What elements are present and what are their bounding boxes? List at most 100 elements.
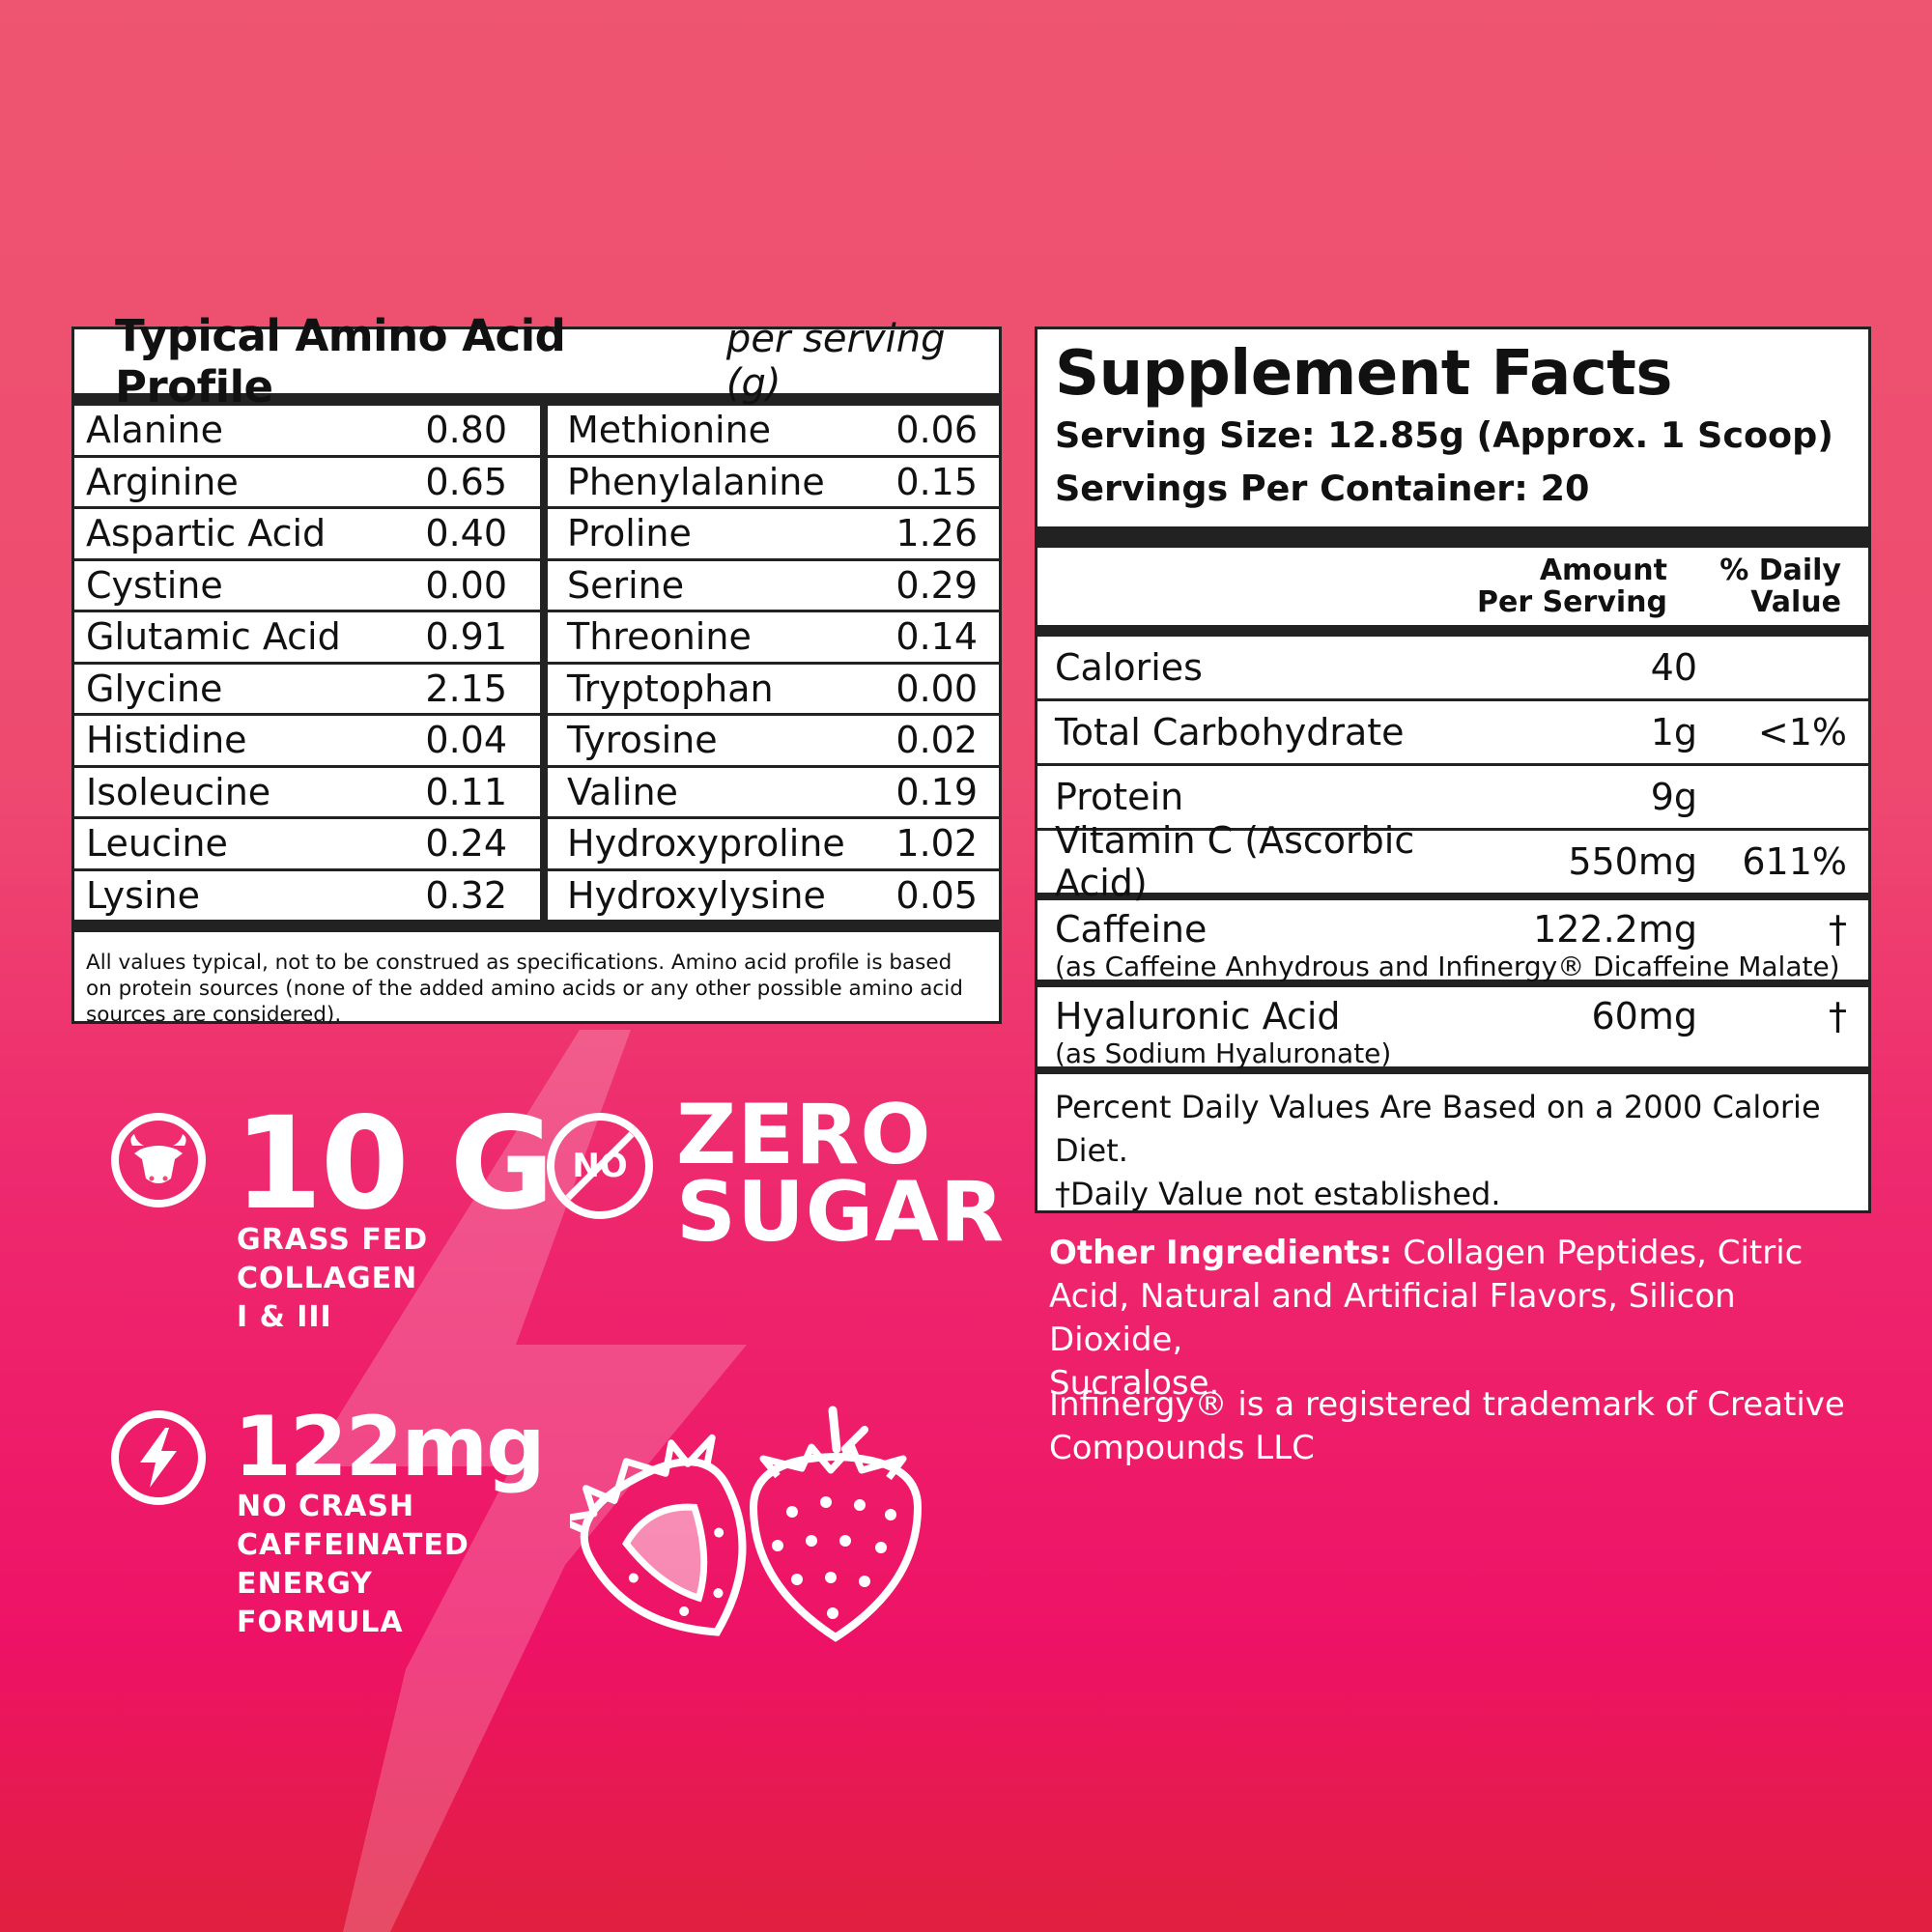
facts-row-vitamin-c: Vitamin C (Ascorbic Acid) 550mg 611% [1037, 819, 1868, 904]
caffeine-caption-line: ENERGY [237, 1567, 373, 1601]
other-ingredients-line: Acid, Natural and Artificial Flavors, Si… [1049, 1277, 1736, 1359]
no-badge: NO [572, 1147, 628, 1185]
amino-value: 0.11 [425, 770, 507, 813]
facts-row-hyaluronic-acid: Hyaluronic Acid 60mg † (as Sodium Hyalur… [1037, 987, 1868, 1074]
amino-subtitle: per serving (g) [725, 317, 946, 406]
amino-acid-profile-table: Typical Amino Acid Profile per serving (… [71, 310, 1002, 1027]
amino-value: 1.02 [895, 822, 978, 866]
amino-name: Isoleucine [86, 770, 271, 813]
amino-value: 0.02 [895, 719, 978, 762]
amino-row: Tryptophan 0.00 [548, 665, 999, 716]
amino-value: 0.91 [425, 615, 507, 659]
daily-value-header-line: % Daily [1719, 554, 1841, 587]
amount-header-line: Per Serving [1477, 585, 1667, 619]
whole-strawberry-icon [749, 1406, 923, 1642]
amino-value: 0.32 [425, 873, 507, 917]
trademark-line: Compounds LLC [1049, 1429, 1315, 1467]
servings-per-container: Servings Per Container: 20 [1055, 468, 1590, 509]
amino-row: Alanine 0.80 [74, 406, 540, 458]
amino-columns: Alanine 0.80 Arginine 0.65 Aspartic Acid 0.… [74, 406, 999, 932]
caffeine-caption-line: FORMULA [237, 1605, 404, 1639]
facts-row-caffeine: Caffeine 122.2mg † (as Caffeine Anhydrou… [1037, 900, 1868, 987]
amino-value: 0.24 [425, 822, 507, 866]
amino-name: Tryptophan [567, 667, 774, 710]
amino-footnote-line: sources are considered). [86, 1003, 342, 1027]
facts-row-calories: Calories 40 [1037, 637, 1868, 701]
amino-title: Typical Amino Acid Profile [115, 310, 566, 412]
trademark-notice: Infinergy® is a registered trademark of … [1049, 1383, 1851, 1470]
daily-value-header: % Daily Value [1687, 554, 1841, 618]
amino-name: Histidine [86, 719, 247, 762]
amino-name: Alanine [86, 409, 223, 452]
amino-row: Aspartic Acid 0.40 [74, 509, 540, 561]
amino-value: 0.29 [895, 563, 978, 607]
other-ingredients: Other Ingredients: Collagen Peptides, Ci… [1049, 1232, 1851, 1406]
amino-row: Hydroxylysine 0.05 [548, 871, 999, 921]
amino-row: Lysine 0.32 [74, 871, 540, 921]
nutrient-daily-value: <1% [1757, 711, 1847, 753]
nutrient-daily-value: 611% [1742, 840, 1847, 883]
nutrient-amount: 550mg [1568, 840, 1697, 883]
amino-value: 2.15 [425, 667, 507, 710]
nutrient-name: Calories [1055, 646, 1203, 689]
facts-row-protein: Protein 9g [1037, 766, 1868, 831]
facts-footnote: Percent Daily Values Are Based on a 2000… [1037, 1074, 1868, 1216]
amino-row: Tyrosine 0.02 [548, 716, 999, 768]
amino-value: 0.19 [895, 770, 978, 813]
amino-row: Cystine 0.00 [74, 561, 540, 612]
amino-title-bar: Typical Amino Acid Profile per serving (… [74, 310, 999, 412]
amino-value: 0.80 [425, 409, 507, 452]
nutrient-amount: 40 [1650, 646, 1697, 689]
amino-row: Histidine 0.04 [74, 716, 540, 768]
amino-row: Serine 0.29 [548, 561, 999, 612]
collagen-amount: 10 G [234, 1090, 554, 1238]
nutrient-amount: 9g [1650, 776, 1697, 818]
facts-row-carbohydrate: Total Carbohydrate 1g <1% [1037, 701, 1868, 766]
other-ingredients-line: Sucralose. [1049, 1364, 1220, 1403]
amino-value: 0.14 [895, 615, 978, 659]
caffeine-amount: 122mg [234, 1399, 546, 1495]
amino-name: Tyrosine [567, 719, 718, 762]
collagen-caption-line: COLLAGEN [237, 1262, 418, 1295]
collagen-caption-line: I & III [237, 1300, 332, 1334]
facts-footnote-line: †Daily Value not established. [1055, 1176, 1501, 1212]
amino-name: Leucine [86, 822, 228, 866]
amino-row: Proline 1.26 [548, 509, 999, 561]
nutrient-name: Caffeine [1055, 908, 1208, 951]
no-sign-icon: NO [547, 1113, 653, 1219]
amino-name: Methionine [567, 409, 772, 452]
amount-header: Amount Per Serving [1474, 554, 1667, 618]
nutrient-daily-value: † [1829, 908, 1847, 951]
collagen-caption: GRASS FED COLLAGEN I & III [237, 1221, 428, 1337]
amino-name: Lysine [86, 873, 200, 917]
nutrient-name: Vitamin C (Ascorbic Acid) [1055, 819, 1415, 904]
amino-row: Arginine 0.65 [74, 458, 540, 509]
amino-row: Phenylalanine 0.15 [548, 458, 999, 509]
supplement-facts-panel: Supplement Facts Serving Size: 12.85g (A… [1035, 327, 1871, 1213]
amino-name: Glutamic Acid [86, 615, 341, 659]
amino-value: 0.65 [425, 460, 507, 503]
amino-name: Cystine [86, 563, 223, 607]
amino-value: 1.26 [895, 512, 978, 555]
supplement-facts-title: Supplement Facts [1055, 338, 1672, 410]
other-ingredients-label: Other Ingredients: [1049, 1234, 1393, 1272]
amino-name: Arginine [86, 460, 239, 503]
zero-sugar-text: ZERO SUGAR [676, 1087, 1006, 1261]
amount-header-line: Amount [1539, 554, 1667, 587]
amino-value: 0.40 [425, 512, 507, 555]
nutrient-name: Hyaluronic Acid [1055, 995, 1341, 1037]
amino-name: Phenylalanine [567, 460, 825, 503]
trademark-line: Infinergy® is a registered trademark of … [1049, 1385, 1845, 1424]
amino-value: 0.05 [895, 873, 978, 917]
amino-name: Glycine [86, 667, 223, 710]
amino-name: Aspartic Acid [86, 512, 327, 555]
amino-name: Hydroxylysine [567, 873, 826, 917]
amino-row: Isoleucine 0.11 [74, 768, 540, 819]
daily-value-header-line: Value [1750, 585, 1841, 619]
facts-footnote-line: Percent Daily Values Are Based on a 2000… [1055, 1089, 1821, 1169]
zero-sugar-line: SUGAR [676, 1164, 1006, 1261]
nutrient-name: Protein [1055, 776, 1184, 818]
zero-sugar-line: ZERO [676, 1087, 932, 1183]
nutrient-source: (as Sodium Hyaluronate) [1055, 1037, 1392, 1069]
